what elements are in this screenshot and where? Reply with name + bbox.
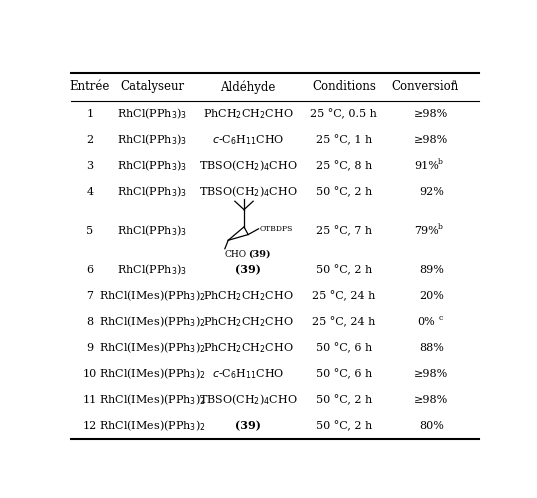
Text: RhCl(PPh$_3$)$_3$: RhCl(PPh$_3$)$_3$	[118, 262, 187, 277]
Text: RhCl(PPh$_3$)$_3$: RhCl(PPh$_3$)$_3$	[118, 158, 187, 173]
Text: 80%: 80%	[419, 421, 444, 431]
Text: (39): (39)	[235, 264, 261, 275]
Text: 6: 6	[86, 265, 93, 275]
Text: 12: 12	[83, 421, 97, 431]
Text: c: c	[438, 314, 442, 322]
Text: ≥98%: ≥98%	[414, 394, 448, 405]
Text: RhCl(IMes)(PPh$_3$)$_2$: RhCl(IMes)(PPh$_3$)$_2$	[99, 367, 206, 381]
Text: $c$-C$_6$H$_{11}$CHO: $c$-C$_6$H$_{11}$CHO	[212, 133, 285, 147]
Text: Entrée: Entrée	[70, 81, 110, 94]
Text: b: b	[438, 158, 443, 166]
Text: 50 °C, 6 h: 50 °C, 6 h	[316, 369, 372, 379]
Text: RhCl(IMes)(PPh$_3$)$_2$: RhCl(IMes)(PPh$_3$)$_2$	[99, 418, 206, 433]
Text: TBSO(CH$_2$)$_4$CHO: TBSO(CH$_2$)$_4$CHO	[199, 184, 297, 199]
Text: RhCl(IMes)(PPh$_3$)$_2$: RhCl(IMes)(PPh$_3$)$_2$	[99, 288, 206, 303]
Text: 25 °C, 24 h: 25 °C, 24 h	[312, 290, 375, 301]
Text: 79%: 79%	[414, 226, 439, 236]
Text: CHO: CHO	[225, 250, 247, 259]
Text: 2: 2	[86, 135, 93, 145]
Text: 25 °C, 8 h: 25 °C, 8 h	[316, 160, 372, 171]
Text: b: b	[438, 223, 443, 231]
Text: TBSO(CH$_2$)$_4$CHO: TBSO(CH$_2$)$_4$CHO	[199, 392, 297, 407]
Text: 50 °C, 2 h: 50 °C, 2 h	[316, 186, 372, 197]
Text: ≥98%: ≥98%	[414, 109, 448, 119]
Text: 25 °C, 7 h: 25 °C, 7 h	[316, 226, 372, 236]
Text: 92%: 92%	[419, 187, 444, 197]
Text: 25 °C, 24 h: 25 °C, 24 h	[312, 316, 375, 327]
Text: RhCl(IMes)(PPh$_3$)$_2$: RhCl(IMes)(PPh$_3$)$_2$	[99, 340, 206, 355]
Text: 5: 5	[86, 226, 93, 236]
Text: 0%: 0%	[417, 317, 435, 327]
Text: 50 °C, 2 h: 50 °C, 2 h	[316, 420, 372, 431]
Text: Conversion: Conversion	[391, 81, 459, 94]
Text: RhCl(IMes)(PPh$_3$)$_2$: RhCl(IMes)(PPh$_3$)$_2$	[99, 314, 206, 329]
Text: (39): (39)	[235, 420, 261, 431]
Text: 1: 1	[86, 109, 93, 119]
Text: RhCl(PPh$_3$)$_3$: RhCl(PPh$_3$)$_3$	[118, 107, 187, 121]
Text: 88%: 88%	[419, 343, 444, 353]
Text: 25 °C, 0.5 h: 25 °C, 0.5 h	[310, 109, 378, 119]
Text: 9: 9	[86, 343, 93, 353]
Text: ≥98%: ≥98%	[414, 369, 448, 378]
Text: 11: 11	[83, 394, 97, 405]
Text: 50 °C, 2 h: 50 °C, 2 h	[316, 394, 372, 405]
Text: Catalyseur: Catalyseur	[120, 81, 185, 94]
Text: ≥98%: ≥98%	[414, 135, 448, 145]
Text: RhCl(PPh$_3$)$_3$: RhCl(PPh$_3$)$_3$	[118, 224, 187, 238]
Text: PhCH$_2$CH$_2$CHO: PhCH$_2$CH$_2$CHO	[203, 341, 293, 355]
Text: RhCl(PPh$_3$)$_3$: RhCl(PPh$_3$)$_3$	[118, 184, 187, 199]
Text: 7: 7	[86, 291, 93, 301]
Text: OTBDPS: OTBDPS	[259, 225, 293, 233]
Text: PhCH$_2$CH$_2$CHO: PhCH$_2$CH$_2$CHO	[203, 315, 293, 329]
Text: 25 °C, 1 h: 25 °C, 1 h	[316, 134, 372, 145]
Text: 91%: 91%	[414, 161, 439, 171]
Text: 50 °C, 6 h: 50 °C, 6 h	[316, 342, 372, 353]
Text: 10: 10	[83, 369, 97, 378]
Text: RhCl(PPh$_3$)$_3$: RhCl(PPh$_3$)$_3$	[118, 132, 187, 147]
Text: RhCl(IMes)(PPh$_3$)$_2$: RhCl(IMes)(PPh$_3$)$_2$	[99, 392, 206, 407]
Text: PhCH$_2$CH$_2$CHO: PhCH$_2$CH$_2$CHO	[203, 107, 293, 121]
Text: a: a	[452, 78, 456, 86]
Text: 4: 4	[86, 187, 93, 197]
Text: 20%: 20%	[419, 291, 444, 301]
Text: TBSO(CH$_2$)$_4$CHO: TBSO(CH$_2$)$_4$CHO	[199, 158, 297, 173]
Text: 8: 8	[86, 317, 93, 327]
Text: 50 °C, 2 h: 50 °C, 2 h	[316, 264, 372, 275]
Text: Aldéhyde: Aldéhyde	[221, 80, 276, 94]
Text: PhCH$_2$CH$_2$CHO: PhCH$_2$CH$_2$CHO	[203, 289, 293, 303]
Text: 89%: 89%	[419, 265, 444, 275]
Text: 3: 3	[86, 161, 93, 171]
Text: Conditions: Conditions	[312, 81, 376, 94]
Text: (39): (39)	[248, 249, 270, 258]
Text: $c$-C$_6$H$_{11}$CHO: $c$-C$_6$H$_{11}$CHO	[212, 367, 285, 380]
